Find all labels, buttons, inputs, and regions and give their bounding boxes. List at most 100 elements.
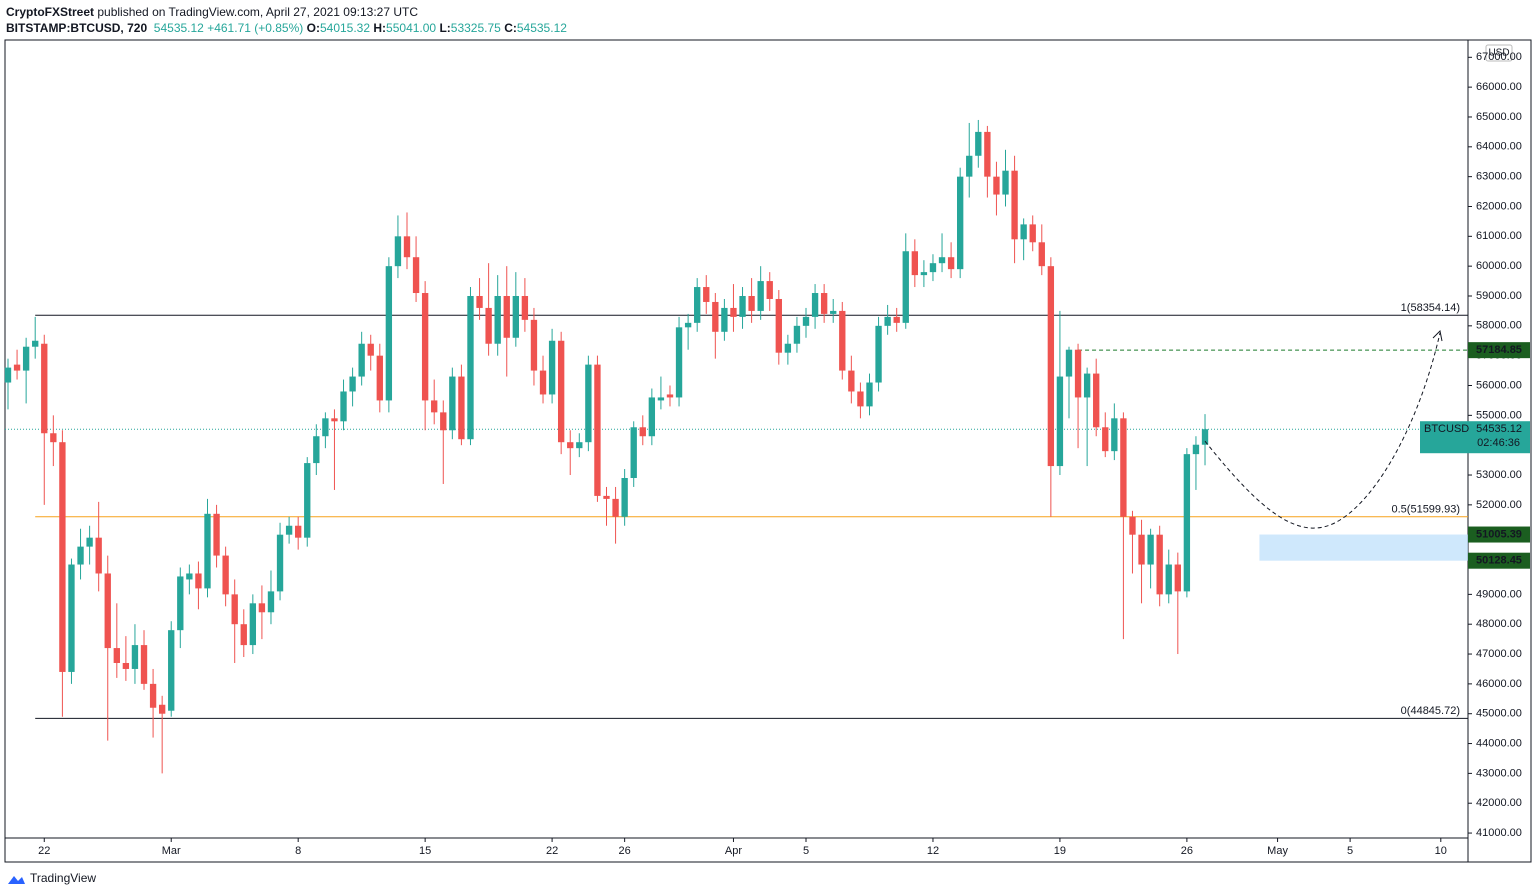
candle-body <box>1029 224 1036 243</box>
candle-body <box>784 343 792 353</box>
published: published on TradingView.com, April 27, … <box>97 5 419 19</box>
candle-body <box>195 573 202 589</box>
zone-top-tag-bg <box>1468 526 1530 543</box>
candle-body <box>694 287 701 323</box>
x-tick-label: Apr <box>725 845 742 857</box>
x-tick-label: 15 <box>419 845 431 857</box>
candle-body <box>258 603 266 613</box>
candle-body <box>149 683 157 708</box>
x-tick-label: 19 <box>1054 845 1066 857</box>
candle-body <box>567 442 574 449</box>
candle-body <box>1138 534 1145 565</box>
symbol: BITSTAMP:BTCUSD, 720 <box>6 21 148 35</box>
candle-body <box>86 537 93 547</box>
candle-body <box>177 576 184 631</box>
candle-body <box>421 293 429 401</box>
candle-body <box>385 266 393 401</box>
y-tick-label: 59000.00 <box>1476 290 1522 302</box>
candle-body <box>893 316 900 323</box>
candle-body <box>1093 373 1100 428</box>
candle-body <box>594 364 601 496</box>
fib-label: 1(58354.14) <box>1401 302 1460 314</box>
candle-body <box>1192 444 1200 455</box>
y-tick-label: 47000.00 <box>1476 648 1522 660</box>
candle-body <box>956 176 964 270</box>
candle-body <box>721 307 728 332</box>
x-tick-label: 26 <box>619 845 631 857</box>
countdown: 02:46:36 <box>1477 437 1520 449</box>
change: +461.71 (+0.85%) <box>207 21 304 35</box>
candle-body <box>1201 429 1209 445</box>
candle-body <box>403 236 411 258</box>
candle-body <box>1129 516 1136 535</box>
candle-body <box>766 281 773 299</box>
x-tick-label: 26 <box>1181 845 1193 857</box>
zone-bottom-tag: 50128.45 <box>1476 555 1522 567</box>
candle-body <box>539 370 547 395</box>
candle-body <box>222 555 229 595</box>
fib-label: 0(44845.72) <box>1401 705 1460 717</box>
candle-body <box>993 176 1000 195</box>
y-tick-label: 45000.00 <box>1476 708 1522 720</box>
o-label: O: <box>306 21 320 35</box>
c-label: C: <box>504 21 517 35</box>
candle-body <box>267 591 275 613</box>
candle-body <box>648 397 656 437</box>
candle-body <box>50 433 57 443</box>
candle-body <box>1111 418 1118 452</box>
candle-body <box>322 418 329 437</box>
x-tick-label: May <box>1267 845 1288 857</box>
y-tick-label: 48000.00 <box>1476 618 1522 630</box>
candle-body <box>68 564 75 672</box>
candle-body <box>984 131 991 177</box>
candle-body <box>730 307 737 317</box>
candle-body <box>1102 427 1109 452</box>
candle-body <box>440 412 447 431</box>
frame <box>4 39 1532 863</box>
tv-logo <box>8 876 25 884</box>
y-tick-label: 66000.00 <box>1476 81 1522 93</box>
candle-body <box>313 436 320 464</box>
candle-body <box>1165 564 1172 595</box>
candle-body <box>503 295 510 338</box>
y-tick-label: 62000.00 <box>1476 200 1522 212</box>
y-tick-label: 52000.00 <box>1476 499 1522 511</box>
candle-body <box>231 594 238 625</box>
price-tag-bg <box>1420 421 1530 454</box>
candle-body <box>158 704 166 714</box>
candle-body <box>349 376 356 392</box>
candle-body <box>186 573 193 580</box>
currency: USD <box>1488 48 1509 59</box>
x-tick-label: 10 <box>1435 845 1447 857</box>
candle-body <box>59 442 66 672</box>
candle-body <box>684 322 692 328</box>
candle-body <box>358 343 365 377</box>
candle-body <box>122 662 130 669</box>
price-symbol: BTCUSD <box>1424 423 1469 435</box>
candle-body <box>1120 418 1127 517</box>
candle-body <box>449 376 456 431</box>
candle-body <box>712 301 719 332</box>
candle-body <box>104 573 111 649</box>
y-tick-label: 43000.00 <box>1476 767 1522 779</box>
candle-body <box>412 257 420 294</box>
demand-zone <box>1259 534 1468 561</box>
candle-body <box>848 370 855 392</box>
candle-body <box>1083 373 1091 398</box>
y-tick-label: 67000.00 <box>1476 51 1522 63</box>
candle-body <box>639 427 646 437</box>
y-tick-label: 42000.00 <box>1476 797 1522 809</box>
y-tick-label: 63000.00 <box>1476 171 1522 183</box>
y-tick-label: 60000.00 <box>1476 260 1522 272</box>
candle-body <box>4 367 12 383</box>
candle-body <box>612 498 619 517</box>
projection <box>1204 332 1441 529</box>
footer-brand: TradingView <box>30 871 96 885</box>
candle-body <box>557 340 565 443</box>
candle-body <box>975 131 982 156</box>
candle-body <box>966 155 973 177</box>
y-tick-label: 53000.00 <box>1476 469 1522 481</box>
candle-body <box>13 364 21 371</box>
